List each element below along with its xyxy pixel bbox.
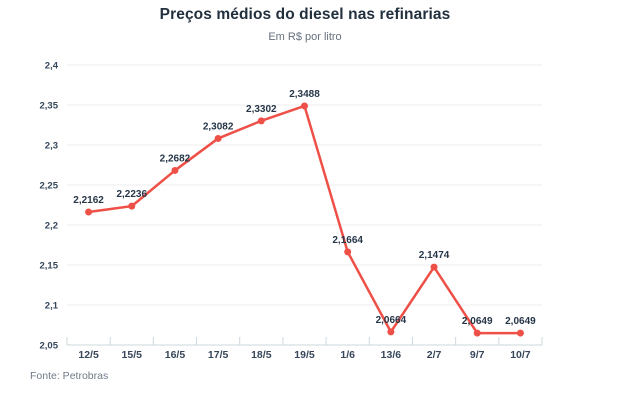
y-axis-tick-label: 2,2	[45, 221, 58, 232]
data-point-label: 2,1664	[332, 235, 363, 246]
data-point-marker	[301, 102, 308, 110]
y-axis-tick-label: 2,15	[40, 261, 59, 272]
y-axis-tick-label: 2,4	[45, 61, 59, 72]
x-axis-category-label: 15/5	[122, 349, 143, 361]
x-axis-category-label: 12/5	[78, 349, 99, 361]
data-point-label: 2,3082	[203, 121, 234, 132]
chart-title: Preços médios do diesel nas refinarias	[159, 6, 451, 23]
source-credit: Fonte: Petrobras	[30, 370, 109, 382]
x-axis-category-label: 13/6	[381, 349, 402, 361]
y-axis-tick-label: 2,1	[45, 301, 59, 312]
y-axis-tick-label: 2,25	[40, 181, 59, 192]
data-point-label: 2,0664	[376, 315, 407, 326]
data-point-marker	[344, 248, 352, 256]
y-axis-tick-label: 2,3	[45, 141, 58, 152]
y-axis-tick-label: 2,05	[40, 341, 59, 352]
x-axis-category-label: 18/5	[251, 349, 272, 361]
x-axis-category-label: 17/5	[208, 349, 229, 361]
price-line-series	[87, 104, 522, 335]
data-point-label: 2,2162	[73, 195, 104, 206]
data-point-label: 2,2682	[160, 153, 191, 164]
x-axis-category-label: 10/7	[510, 349, 531, 361]
data-point-marker	[171, 166, 179, 174]
y-axis-tick-label: 2,35	[40, 101, 59, 112]
x-axis-category-label: 19/5	[294, 349, 315, 361]
data-point-marker	[128, 202, 136, 210]
chart-subtitle: Em R$ por litro	[268, 31, 342, 43]
data-point-marker	[430, 263, 438, 271]
x-axis-category-label: 1/6	[340, 349, 355, 361]
x-axis-category-label: 2/7	[427, 349, 442, 361]
x-axis-category-label: 16/5	[165, 349, 186, 361]
data-point-label: 2,1474	[419, 250, 450, 261]
data-point-label: 2,0649	[462, 316, 493, 327]
data-point-label: 2,2236	[116, 189, 147, 200]
data-point-marker	[387, 328, 395, 336]
data-point-marker	[473, 329, 481, 337]
data-point-marker	[257, 117, 265, 125]
data-point-label: 2,0649	[505, 316, 536, 327]
data-point-label: 2,3302	[246, 104, 277, 115]
data-point-marker	[85, 208, 93, 216]
x-axis-category-label: 9/7	[470, 349, 485, 361]
data-point-label: 2,3488	[289, 89, 320, 100]
data-point-marker	[214, 134, 222, 142]
data-point-marker	[516, 329, 524, 337]
